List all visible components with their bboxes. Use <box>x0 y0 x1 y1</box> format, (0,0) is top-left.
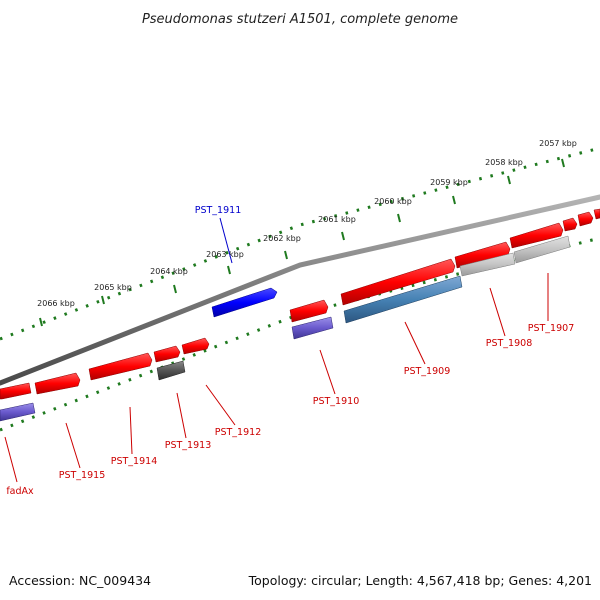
gene-arrow-PST_1908-forward[interactable] <box>454 241 511 269</box>
callout-line-PST_1912 <box>205 384 236 426</box>
gene-arrow[interactable] <box>153 345 181 363</box>
tick-label-2064: 2064 kbp <box>150 267 188 276</box>
gene-arrow[interactable] <box>577 211 594 227</box>
accession-text: Accession: NC_009434 <box>9 573 151 588</box>
callout-line-PST_1911 <box>219 217 233 264</box>
tick-label-2058: 2058 kbp <box>485 158 523 167</box>
tick-mark <box>39 317 43 327</box>
gene-arrow-fadAx-forward[interactable] <box>0 382 32 400</box>
gene-arrow[interactable] <box>593 208 600 220</box>
gene-label-PST_1908[interactable]: PST_1908 <box>486 338 533 349</box>
feature-track <box>0 235 571 422</box>
callout-line-PST_1909 <box>404 321 426 365</box>
genome-summary-text: Topology: circular; Length: 4,567,418 bp… <box>248 573 592 588</box>
tick-mark <box>561 158 565 168</box>
tick-mark <box>284 250 288 260</box>
tick-mark <box>507 175 511 185</box>
callout-line-PST_1914 <box>129 406 133 455</box>
gene-arrow[interactable] <box>562 217 578 232</box>
feature-fadAx[interactable] <box>0 402 36 422</box>
gene-arrow-PST_1907-forward[interactable] <box>509 222 564 249</box>
map-title: Pseudomonas stutzeri A1501, complete gen… <box>142 12 458 27</box>
gene-label-fadAx[interactable]: fadAx <box>6 486 34 497</box>
feature-PST_1908[interactable] <box>459 252 516 277</box>
tick-mark <box>341 231 345 241</box>
gene-arrow-PST_1911[interactable] <box>211 287 278 318</box>
feature-PST_1910[interactable] <box>291 316 334 340</box>
gene-arrow-PST_1910-forward[interactable] <box>289 299 329 323</box>
callout-line-PST_1908 <box>489 287 506 337</box>
gene-arrow[interactable] <box>88 352 153 381</box>
tick-label-2059: 2059 kbp <box>430 178 468 187</box>
tick-label-2065: 2065 kbp <box>94 283 132 292</box>
gene-label-PST_1913[interactable]: PST_1913 <box>165 440 212 451</box>
tick-label-2066: 2066 kbp <box>37 299 75 308</box>
gene-label-PST_1909[interactable]: PST_1909 <box>404 366 451 377</box>
tick-label-2060: 2060 kbp <box>374 197 412 206</box>
gene-label-PST_1912[interactable]: PST_1912 <box>215 427 262 438</box>
gene-label-PST_1911[interactable]: PST_1911 <box>195 205 242 216</box>
genome-backbone <box>0 194 600 386</box>
callout-line-PST_1913 <box>176 392 187 439</box>
gene-label-PST_1915[interactable]: PST_1915 <box>59 470 106 481</box>
feature-PST_1913[interactable] <box>156 360 186 381</box>
tick-label-2057: 2057 kbp <box>539 139 577 148</box>
callout-line-fadAx <box>4 436 18 483</box>
callout-line-PST_1910 <box>319 349 336 395</box>
callout-line-PST_1915 <box>65 422 81 469</box>
gene-label-PST_1907[interactable]: PST_1907 <box>528 323 575 334</box>
tick-mark <box>101 295 105 305</box>
tick-mark <box>173 284 177 294</box>
gene-arrow-PST_1909-forward[interactable] <box>340 258 456 306</box>
gene-arrow[interactable] <box>181 337 210 355</box>
gene-arrow[interactable] <box>34 372 81 395</box>
tick-mark <box>397 213 401 223</box>
gene-label-PST_1914[interactable]: PST_1914 <box>111 456 158 467</box>
tick-label-2062: 2062 kbp <box>263 234 301 243</box>
feature-PST_1907[interactable] <box>513 235 571 264</box>
tick-mark <box>452 195 456 205</box>
forward-strand-genes <box>0 208 600 400</box>
tick-label-2061: 2061 kbp <box>318 215 356 224</box>
gene-label-PST_1910[interactable]: PST_1910 <box>313 396 360 407</box>
tick-mark <box>227 265 231 275</box>
feature-PST_1909[interactable] <box>343 275 463 324</box>
tick-label-2063: 2063 kbp <box>206 250 244 259</box>
